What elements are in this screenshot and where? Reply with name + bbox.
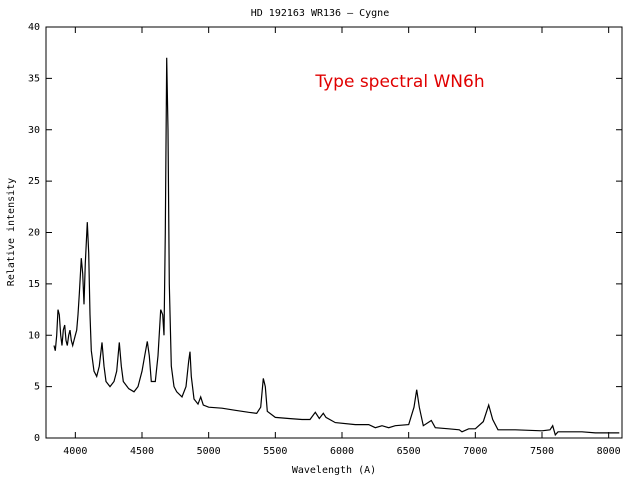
x-tick-label: 4000 <box>63 446 87 457</box>
y-tick-label: 15 <box>28 279 40 290</box>
spectrum-line <box>53 57 620 437</box>
x-tick-label: 7500 <box>530 446 554 457</box>
y-axis-label: Relative intensity <box>6 178 17 286</box>
x-tick-label: 7000 <box>463 446 487 457</box>
y-tick-label: 30 <box>28 125 40 136</box>
x-tick-label: 6500 <box>397 446 421 457</box>
y-tick-label: 0 <box>34 433 40 444</box>
x-tick-label: 5500 <box>263 446 287 457</box>
y-tick-label: 10 <box>28 330 40 341</box>
x-tick-label: 5000 <box>197 446 221 457</box>
y-tick-label: 5 <box>34 382 40 393</box>
x-tick-label: 8000 <box>597 446 621 457</box>
x-tick-label: 4500 <box>130 446 154 457</box>
x-tick-label: 6000 <box>330 446 354 457</box>
y-tick-label: 25 <box>28 176 40 187</box>
y-tick-label: 40 <box>28 22 40 33</box>
y-tick-label: 20 <box>28 228 40 239</box>
y-tick-label: 35 <box>28 73 40 84</box>
chart-title: HD 192163 WR136 – Cygne <box>251 8 389 19</box>
annotation: Type spectral WN6h <box>314 72 484 92</box>
x-axis-label: Wavelength (A) <box>292 465 376 476</box>
